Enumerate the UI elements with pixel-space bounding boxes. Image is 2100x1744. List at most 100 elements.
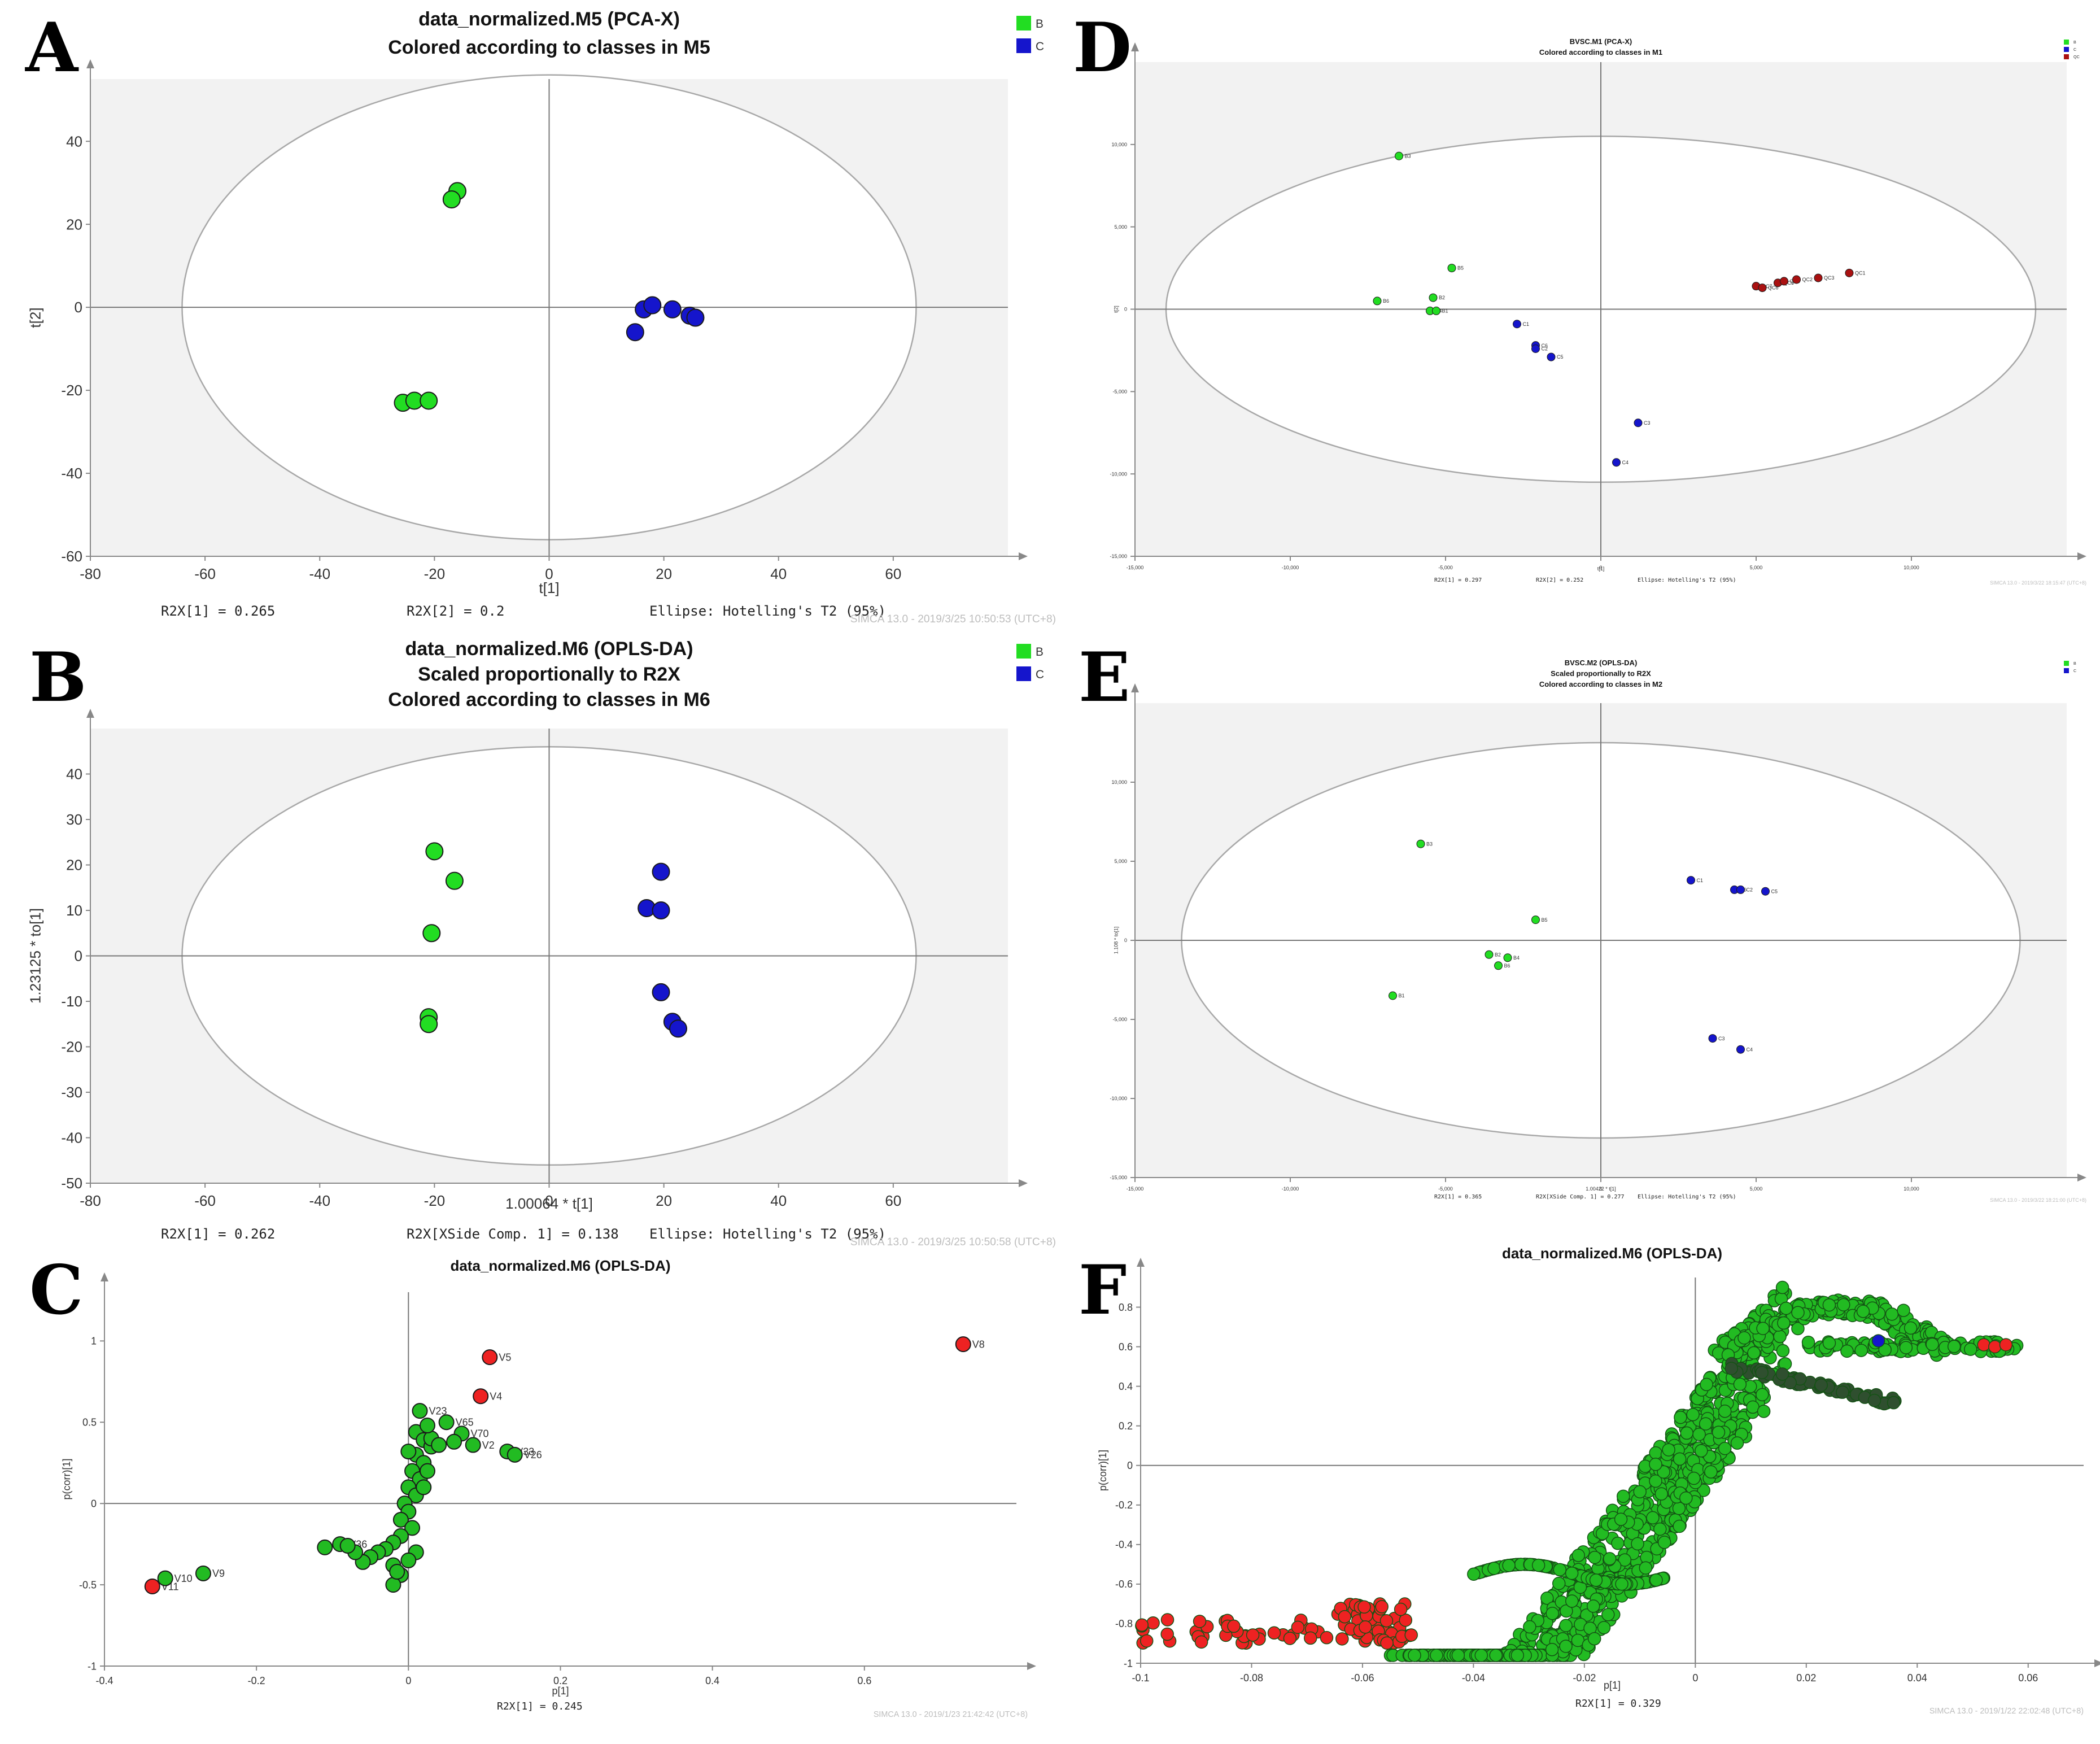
data-point-f bbox=[1379, 1614, 1394, 1628]
data-point-f bbox=[1699, 1417, 1713, 1431]
data-point-b-c bbox=[669, 1019, 688, 1038]
data-point-c-highlight bbox=[482, 1349, 498, 1366]
y-axis-arrow-b bbox=[86, 709, 94, 718]
legend-swatch-d bbox=[2064, 47, 2069, 52]
data-point-b-b bbox=[425, 842, 444, 861]
data-point-f bbox=[1489, 1649, 1503, 1662]
data-point-c-variables bbox=[507, 1446, 523, 1463]
data-point-c-variables bbox=[446, 1433, 462, 1450]
footer-stat-d: R2X[1] = 0.297 bbox=[1434, 577, 1482, 583]
footer-stat-d: Ellipse: Hotelling's T2 (95%) bbox=[1638, 577, 1736, 583]
point-label-c: V5 bbox=[499, 1351, 511, 1363]
x-tick-label-f: 0.02 bbox=[1796, 1672, 1816, 1684]
chart-title-d: BVSC.M1 (PCA-X) bbox=[1570, 37, 1632, 46]
y-tick-label-c: -1 bbox=[88, 1660, 97, 1672]
data-point-f bbox=[1947, 1340, 1961, 1353]
point-label-e: B4 bbox=[1513, 955, 1520, 961]
point-label-d: C6 bbox=[1542, 343, 1548, 348]
data-point-f bbox=[1380, 1636, 1394, 1650]
x-tick-label-a: 20 bbox=[656, 565, 672, 582]
data-point-f bbox=[1338, 1610, 1352, 1624]
x-tick-label-d: 10,000 bbox=[1903, 565, 1919, 570]
panel-letter-a: A bbox=[25, 8, 78, 88]
y-tick-label-f: -0.8 bbox=[1115, 1618, 1133, 1629]
x-axis-label-d: t[1] bbox=[1597, 566, 1605, 572]
data-point-f bbox=[1840, 1344, 1854, 1358]
data-point-d-c bbox=[1612, 458, 1621, 467]
x-tick-label-c: -0.2 bbox=[248, 1675, 265, 1686]
y-tick-label-c: 1 bbox=[91, 1336, 97, 1347]
data-point-f bbox=[1559, 1619, 1573, 1633]
data-point-f bbox=[1871, 1334, 1885, 1348]
data-point-f bbox=[1878, 1343, 1892, 1357]
legend-label-d: B bbox=[2073, 40, 2076, 45]
data-point-d-b bbox=[1429, 293, 1438, 302]
x-tick-label-b: 40 bbox=[770, 1192, 787, 1209]
data-point-f bbox=[1755, 1366, 1769, 1380]
point-label-d: C4 bbox=[1622, 460, 1629, 465]
chart-title-d: Colored according to classes in M1 bbox=[1539, 48, 1662, 56]
data-point-f bbox=[1801, 1335, 1815, 1349]
x-tick-label-c: 0.4 bbox=[705, 1675, 719, 1686]
point-label-d: B6 bbox=[1383, 298, 1389, 304]
data-point-f bbox=[1404, 1628, 1418, 1642]
y-tick-label-c: 0.5 bbox=[82, 1417, 97, 1428]
data-point-a-b bbox=[420, 391, 438, 410]
x-tick-label-b: 60 bbox=[885, 1192, 901, 1209]
variable-cloud-f bbox=[1135, 1280, 2024, 1662]
y-tick-label-b: -20 bbox=[61, 1039, 82, 1056]
data-point-f bbox=[1791, 1322, 1805, 1336]
footer-stat-e: R2X[1] = 0.365 bbox=[1434, 1194, 1482, 1200]
data-point-f bbox=[1531, 1558, 1545, 1572]
data-point-f bbox=[1474, 1649, 1488, 1662]
data-point-a-c bbox=[686, 308, 705, 327]
x-tick-label-f: -0.02 bbox=[1573, 1672, 1596, 1684]
panel-letter-f: F bbox=[1079, 1250, 1127, 1330]
data-point-f bbox=[1510, 1649, 1525, 1662]
data-point-f bbox=[1822, 1336, 1836, 1350]
data-point-f bbox=[1135, 1618, 1149, 1632]
point-label-d: B2 bbox=[1439, 295, 1445, 300]
legend-swatch-b bbox=[1016, 666, 1031, 681]
legend-swatch-a bbox=[1016, 16, 1031, 30]
point-label-c: V65 bbox=[456, 1417, 474, 1428]
x-tick-label-b: -20 bbox=[424, 1192, 446, 1209]
data-point-f bbox=[1686, 1407, 1700, 1422]
x-axis-arrow-d bbox=[2077, 552, 2086, 560]
y-tick-label-e: 0 bbox=[1124, 938, 1127, 943]
point-label-c: V23 bbox=[429, 1405, 447, 1416]
y-tick-label-f: -0.4 bbox=[1115, 1539, 1133, 1550]
data-point-c-variables bbox=[419, 1463, 435, 1479]
point-label-e: B3 bbox=[1426, 841, 1433, 847]
x-tick-label-f: 0.04 bbox=[1907, 1672, 1927, 1684]
y-tick-label-e: -5,000 bbox=[1112, 1017, 1127, 1022]
data-point-f bbox=[1394, 1602, 1408, 1616]
panel-letter-b: B bbox=[29, 638, 87, 717]
x-tick-label-d: -15,000 bbox=[1127, 565, 1144, 570]
data-point-f bbox=[1657, 1536, 1671, 1549]
data-point-f bbox=[1897, 1303, 1910, 1317]
x-tick-label-c: -0.4 bbox=[95, 1675, 113, 1686]
point-label-e: B5 bbox=[1542, 917, 1548, 923]
y-tick-label-b: 20 bbox=[66, 857, 82, 874]
data-point-c-variables bbox=[385, 1577, 401, 1593]
data-point-f bbox=[1540, 1592, 1554, 1605]
data-point-f bbox=[1649, 1458, 1662, 1471]
legend-label-e: B bbox=[2073, 661, 2076, 666]
data-point-c-variables bbox=[339, 1538, 356, 1554]
x-axis-arrow-c bbox=[1027, 1662, 1036, 1670]
data-point-f bbox=[1552, 1576, 1566, 1590]
point-label-e: C2 bbox=[1747, 887, 1753, 893]
y-tick-label-b: -30 bbox=[61, 1084, 82, 1101]
legend-label-b: C bbox=[1036, 668, 1044, 681]
y-tick-label-b: -10 bbox=[61, 993, 82, 1010]
point-label-d: C1 bbox=[1523, 321, 1530, 327]
data-point-b-c bbox=[652, 862, 670, 881]
y-tick-label-b: 40 bbox=[66, 766, 82, 783]
point-label-d: QC6 bbox=[1768, 285, 1779, 291]
data-point-a-c bbox=[626, 323, 644, 342]
x-axis-arrow-e bbox=[2077, 1174, 2086, 1181]
data-point-f bbox=[1587, 1632, 1601, 1646]
y-tick-label-b: 30 bbox=[66, 811, 82, 828]
data-point-c-variables bbox=[465, 1437, 481, 1453]
